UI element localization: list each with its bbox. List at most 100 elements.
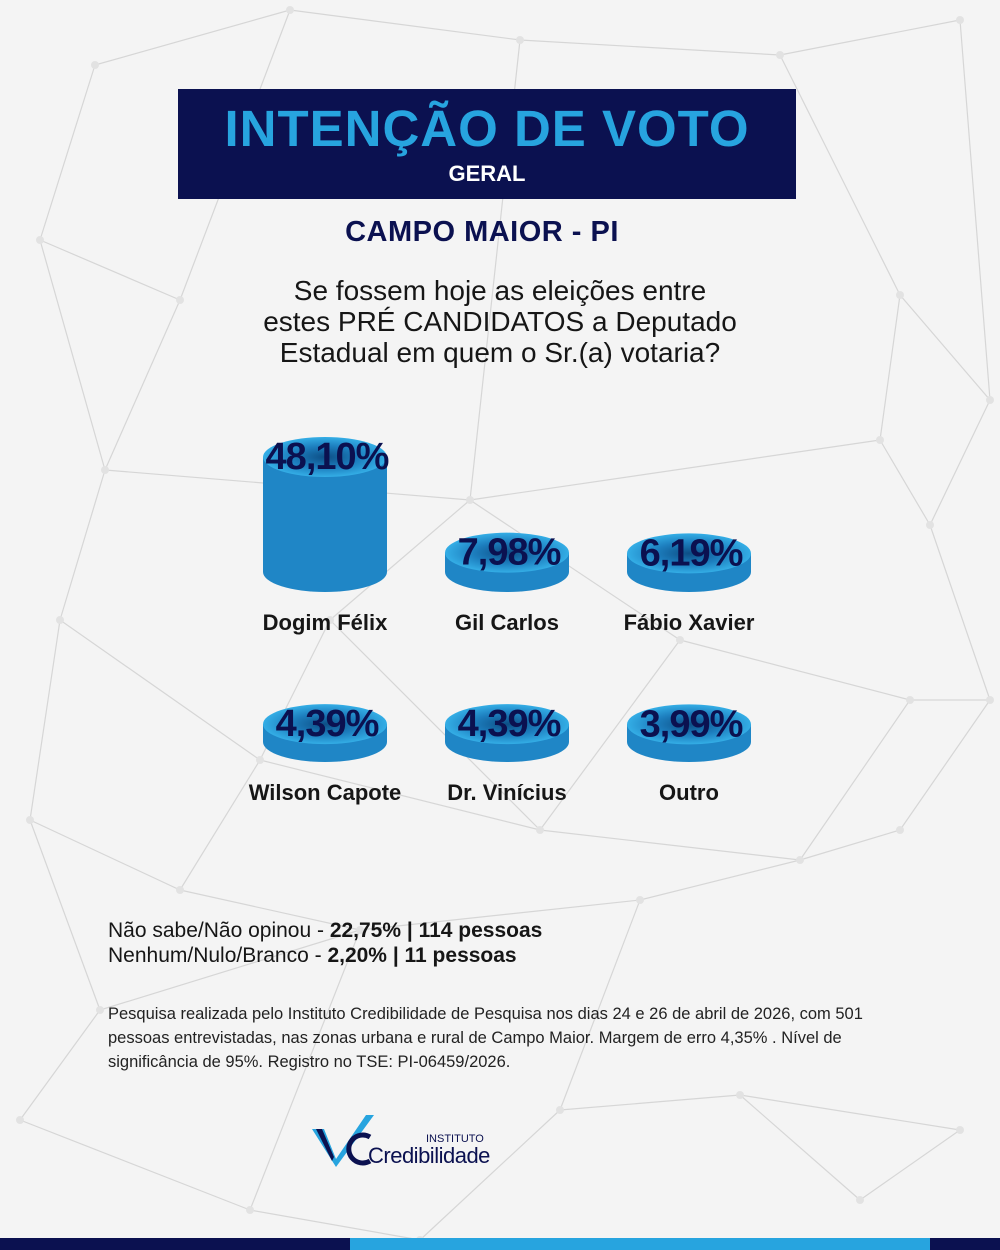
methodology-note: Pesquisa realizada pelo Instituto Credib… [108, 1005, 863, 1071]
bar-category-label: Dogim Félix [263, 610, 388, 635]
network-node [956, 1126, 964, 1134]
bar-category-label: Wilson Capote [249, 780, 402, 805]
network-line [39, 239, 181, 301]
question-line-3: Estadual em quem o Sr.(a) votaria? [279, 337, 721, 368]
summary-block: Não sabe/Não opinou - 22,75% | 114 pesso… [108, 918, 542, 968]
bar-category-label: Outro [659, 780, 719, 805]
network-node [286, 6, 294, 14]
summary-none-value: 2,20% | 11 pessoas [327, 944, 517, 967]
footer-segment-3 [930, 1238, 1000, 1250]
network-line [959, 19, 991, 401]
network-line [899, 294, 991, 401]
network-line [329, 619, 541, 831]
summary-none-label: Nenhum/Nulo/Branco - [108, 944, 328, 967]
network-line [29, 619, 61, 821]
network-node [536, 826, 544, 834]
network-node [986, 696, 994, 704]
network-line [879, 439, 931, 526]
network-node [906, 696, 914, 704]
network-node [516, 36, 524, 44]
network-node [176, 296, 184, 304]
network-node [466, 496, 474, 504]
summary-none: Nenhum/Nulo/Branco - 2,20% | 11 pessoas [108, 943, 542, 968]
network-line [739, 1094, 961, 1131]
question-line-1: Se fossem hoje as eleições entre [293, 275, 707, 306]
network-line [419, 1109, 561, 1241]
summary-undecided: Não sabe/Não opinou - 22,75% | 114 pesso… [108, 918, 542, 943]
bar-value-label: 48,10% [266, 436, 389, 478]
summary-undecided-label: Não sabe/Não opinou - [108, 919, 330, 942]
network-line [539, 829, 801, 861]
network-node [676, 636, 684, 644]
bar-value-label: 3,99% [640, 703, 743, 745]
network-line [249, 929, 361, 1211]
bar-category-label: Fábio Xavier [624, 610, 755, 635]
logo-wordmark: Credibilidade [368, 1143, 490, 1168]
cylinder-bar [263, 704, 387, 762]
footer-color-bar [0, 1238, 1000, 1250]
network-line [179, 889, 361, 931]
checkmark-logo-icon [312, 1115, 374, 1167]
cylinder-bar [445, 704, 569, 762]
network-node [256, 756, 264, 764]
network-line [329, 499, 471, 621]
network-node [896, 826, 904, 834]
page-title: INTENÇÃO DE VOTO [224, 100, 750, 157]
bar-top [627, 533, 751, 574]
network-line [799, 829, 901, 861]
network-line [559, 899, 641, 1111]
network-node [91, 61, 99, 69]
bar-value-label: 4,39% [458, 703, 561, 745]
page-subtitle: GERAL [448, 161, 526, 186]
bar-value-label: 4,39% [276, 703, 379, 745]
network-line [19, 1119, 251, 1211]
network-node [796, 856, 804, 864]
survey-question: Se fossem hoje as eleições entre estes P… [200, 275, 800, 368]
network-line [929, 399, 991, 526]
network-line [59, 469, 106, 621]
network-line [779, 19, 961, 56]
network-node [856, 1196, 864, 1204]
network-line [899, 699, 991, 831]
bar-top [263, 704, 387, 745]
bar-category-label: Dr. Vinícius [447, 780, 566, 805]
network-line [289, 9, 521, 41]
cylinder-bar [627, 704, 751, 762]
network-line [259, 759, 541, 831]
network-line [59, 619, 261, 761]
network-line [39, 64, 96, 241]
network-node [876, 436, 884, 444]
network-node [246, 1206, 254, 1214]
footer-segment-1 [0, 1238, 350, 1250]
network-line [469, 439, 881, 501]
question-line-2: estes PRÉ CANDIDATOS a Deputado [263, 306, 737, 337]
network-line [99, 929, 361, 1011]
logo-small-text: INSTITUTO [426, 1133, 484, 1145]
location-heading: CAMPO MAIOR - PI [345, 216, 619, 248]
bar-value-label: 7,98% [458, 532, 561, 574]
network-line [539, 639, 681, 831]
network-node [926, 521, 934, 529]
footer-segment-2 [350, 1238, 930, 1250]
network-line [29, 819, 181, 891]
network-node [56, 616, 64, 624]
network-node [16, 1116, 24, 1124]
network-node [26, 816, 34, 824]
network-line [639, 859, 801, 901]
network-line [779, 54, 901, 296]
network-line [799, 699, 911, 861]
network-node [176, 886, 184, 894]
network-line [679, 639, 911, 701]
cylinder-bar [263, 437, 387, 592]
network-line [519, 39, 781, 56]
network-line [29, 819, 101, 1011]
network-node [736, 1091, 744, 1099]
summary-undecided-value: 22,75% | 114 pessoas [329, 919, 543, 942]
network-line [469, 499, 681, 641]
bar-category-label: Gil Carlos [455, 610, 559, 635]
network-node [356, 926, 364, 934]
network-line [929, 524, 991, 701]
network-line [859, 1129, 961, 1201]
bar-top [627, 704, 751, 745]
